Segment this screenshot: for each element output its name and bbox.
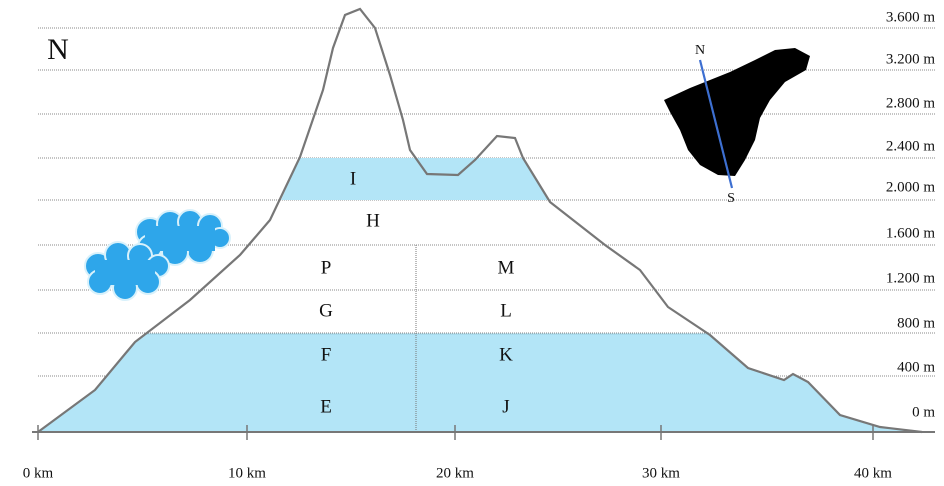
zone-label: H xyxy=(366,210,380,231)
distance-label: 30 km xyxy=(642,465,680,481)
zone-label: J xyxy=(502,396,509,417)
zone-label: F xyxy=(321,344,332,365)
north-label: N xyxy=(47,33,69,66)
altitude-label: 1.600 m xyxy=(886,225,936,241)
altitude-label: 0 m xyxy=(912,404,935,420)
altitude-label: 800 m xyxy=(897,315,935,331)
altitude-label: 3.600 m xyxy=(886,9,936,25)
zone-label: K xyxy=(499,344,513,365)
lower-zone xyxy=(38,334,922,432)
mountain-profile xyxy=(37,7,923,434)
altitude-label: 3.200 m xyxy=(886,51,936,67)
zone-label: I xyxy=(350,168,356,189)
altitude-label: 2.000 m xyxy=(886,179,936,195)
zone-label: L xyxy=(500,300,512,321)
distance-label: 20 km xyxy=(436,465,474,481)
map-transect xyxy=(698,59,734,189)
zone-label: E xyxy=(320,396,332,417)
map-south: S xyxy=(727,191,735,206)
map-north: N xyxy=(695,43,705,58)
zone-label: P xyxy=(321,257,332,278)
altitude-label: 2.400 m xyxy=(886,138,936,154)
altitude-lines xyxy=(38,27,935,377)
km-ticks xyxy=(37,425,874,440)
altitude-label: 1.200 m xyxy=(886,270,936,286)
upper-zone xyxy=(281,158,549,200)
distance-label: 0 km xyxy=(23,465,54,481)
zone-label: G xyxy=(319,300,333,321)
zone-label: M xyxy=(498,257,515,278)
island-map xyxy=(664,48,810,176)
altitude-label: 400 m xyxy=(897,359,935,375)
distance-label: 10 km xyxy=(228,465,266,481)
clouds xyxy=(84,209,231,301)
distance-label: 40 km xyxy=(854,465,892,481)
altitude-label: 2.800 m xyxy=(886,95,936,111)
